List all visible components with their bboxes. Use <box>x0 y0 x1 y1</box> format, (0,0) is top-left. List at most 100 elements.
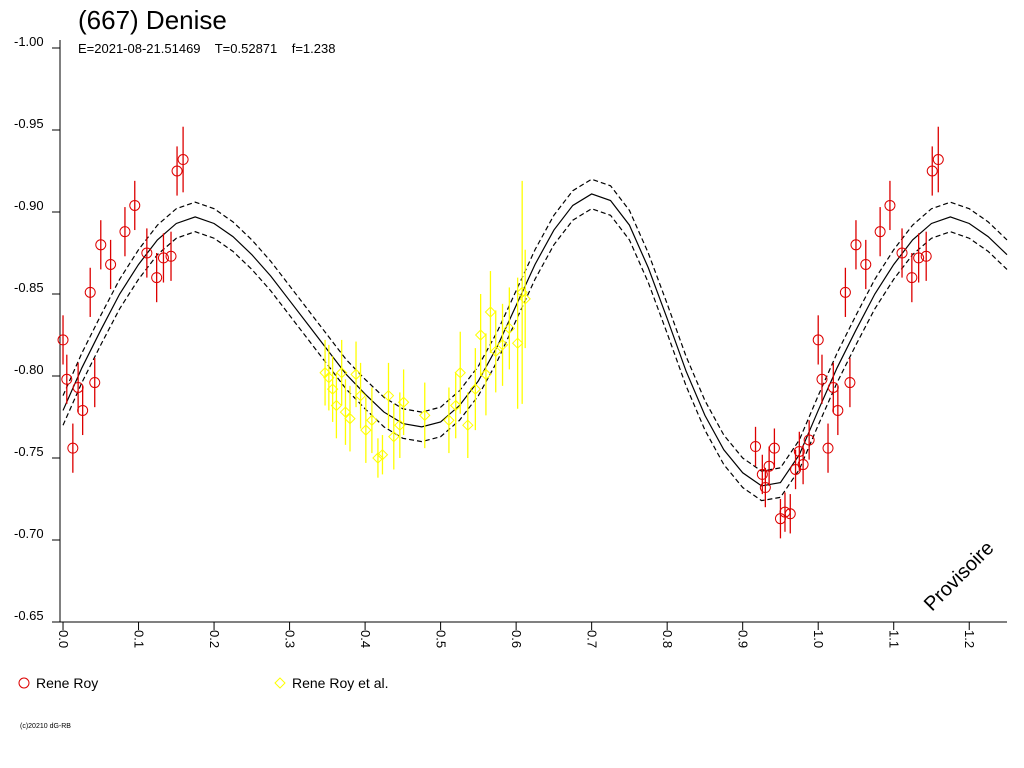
data-point <box>793 445 805 457</box>
legend-label: Rene Roy <box>36 675 98 691</box>
data-point <box>884 199 896 211</box>
data-point <box>354 389 367 402</box>
data-point <box>812 334 824 346</box>
data-point <box>323 371 335 384</box>
data-point <box>72 381 84 393</box>
chart-subtitle: E=2021-08-21.51469 T=0.52871 f=1.238 <box>78 41 335 56</box>
data-point <box>119 226 131 238</box>
data-point <box>850 239 862 251</box>
y-tick-label: -0.95 <box>14 116 44 131</box>
x-tick-label: 0.6 <box>509 630 524 648</box>
legend-label: Rene Roy et al. <box>292 675 389 691</box>
data-point <box>95 239 107 251</box>
data-point <box>874 226 886 238</box>
y-tick-label: -1.00 <box>14 34 44 49</box>
data-point <box>490 345 502 358</box>
data-point <box>443 414 455 426</box>
data-point <box>382 389 395 402</box>
data-point <box>330 399 343 412</box>
data-point <box>920 250 932 262</box>
data-point <box>913 252 925 264</box>
data-point <box>151 272 163 284</box>
data-point <box>932 154 944 166</box>
data-point <box>519 293 531 305</box>
fit-curve <box>62 208 1008 502</box>
data-point <box>784 508 796 520</box>
data-point <box>388 430 400 443</box>
footer: (c)20210 dG-RB <box>20 723 71 730</box>
data-point <box>360 424 372 436</box>
data-point <box>803 434 815 446</box>
data-point <box>827 381 839 393</box>
data-point <box>896 247 908 259</box>
data-point <box>779 506 791 518</box>
y-tick-label: -0.70 <box>14 526 44 541</box>
chart-title: (667) Denise <box>78 5 227 35</box>
data-point <box>89 377 101 389</box>
watermark: Provisoire <box>920 537 998 615</box>
data-point <box>57 334 69 346</box>
data-point <box>419 409 431 422</box>
data-point <box>177 154 189 166</box>
data-point <box>469 383 482 395</box>
data-point <box>165 250 177 262</box>
data-point <box>926 165 938 177</box>
data-point <box>474 329 487 341</box>
data-point <box>129 199 141 211</box>
data-point <box>335 367 348 379</box>
data-point <box>157 252 169 264</box>
x-tick-label: 0.0 <box>56 630 71 648</box>
data-point <box>511 337 524 349</box>
x-tick-label: 1.0 <box>811 630 826 648</box>
data-point <box>462 419 474 431</box>
data-point <box>768 442 780 454</box>
x-tick-label: 0.5 <box>434 630 449 648</box>
data-point <box>844 377 856 389</box>
data-point <box>366 414 378 426</box>
data-point <box>339 406 352 418</box>
legend-marker <box>18 677 30 689</box>
data-point <box>397 396 410 408</box>
x-tick-label: 0.4 <box>358 630 373 648</box>
data-point <box>394 419 406 431</box>
data-point <box>344 412 356 425</box>
data-point <box>822 442 834 454</box>
y-tick-label: -0.65 <box>14 608 44 623</box>
y-tick-label: -0.75 <box>14 444 44 459</box>
data-point <box>350 368 362 381</box>
y-tick-label: -0.90 <box>14 198 44 213</box>
data-point <box>319 367 331 379</box>
x-tick-label: 0.3 <box>283 630 298 648</box>
data-point <box>763 460 775 472</box>
legend-marker <box>274 677 286 689</box>
data-point <box>503 322 516 335</box>
x-tick-label: 0.7 <box>585 630 600 648</box>
data-point <box>759 482 771 494</box>
y-tick-label: -0.85 <box>14 280 44 295</box>
x-tick-label: 0.8 <box>660 630 675 648</box>
fit-curve <box>62 193 1008 487</box>
data-point <box>480 368 492 381</box>
data-point <box>797 459 809 471</box>
data-point <box>906 272 918 284</box>
data-point <box>376 449 389 461</box>
fit-curve <box>62 178 1008 472</box>
data-point <box>84 286 96 298</box>
data-point <box>77 404 89 416</box>
data-point <box>496 339 509 351</box>
data-point <box>67 442 79 454</box>
data-point <box>484 306 497 318</box>
data-point <box>790 463 802 475</box>
data-point <box>141 247 153 259</box>
data-point <box>454 367 466 379</box>
data-point <box>105 258 117 270</box>
data-point <box>450 399 462 412</box>
data-point <box>326 383 339 395</box>
data-point <box>860 258 872 270</box>
x-tick-label: 0.1 <box>132 630 147 648</box>
x-tick-label: 1.1 <box>887 630 902 648</box>
data-point <box>816 373 828 385</box>
data-point <box>832 404 844 416</box>
